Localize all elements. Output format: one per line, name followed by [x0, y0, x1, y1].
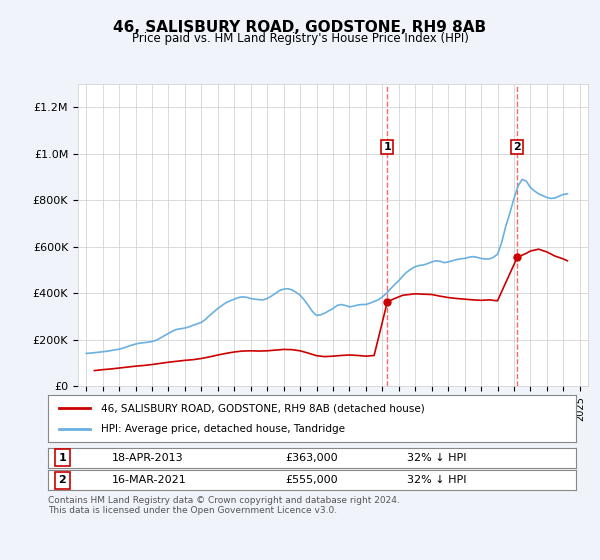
Text: 46, SALISBURY ROAD, GODSTONE, RH9 8AB (detached house): 46, SALISBURY ROAD, GODSTONE, RH9 8AB (d…: [101, 403, 425, 413]
Text: 32% ↓ HPI: 32% ↓ HPI: [407, 453, 467, 463]
Text: £363,000: £363,000: [286, 453, 338, 463]
Text: Contains HM Land Registry data © Crown copyright and database right 2024.
This d: Contains HM Land Registry data © Crown c…: [48, 496, 400, 515]
Text: 1: 1: [59, 453, 67, 463]
Text: Price paid vs. HM Land Registry's House Price Index (HPI): Price paid vs. HM Land Registry's House …: [131, 32, 469, 45]
Text: 32% ↓ HPI: 32% ↓ HPI: [407, 475, 467, 485]
Text: 1: 1: [383, 142, 391, 152]
Text: 2: 2: [59, 475, 67, 485]
Text: 2: 2: [514, 142, 521, 152]
Text: 46, SALISBURY ROAD, GODSTONE, RH9 8AB: 46, SALISBURY ROAD, GODSTONE, RH9 8AB: [113, 20, 487, 35]
Text: 16-MAR-2021: 16-MAR-2021: [112, 475, 186, 485]
Text: £555,000: £555,000: [286, 475, 338, 485]
Text: 18-APR-2013: 18-APR-2013: [112, 453, 183, 463]
Text: HPI: Average price, detached house, Tandridge: HPI: Average price, detached house, Tand…: [101, 424, 345, 434]
